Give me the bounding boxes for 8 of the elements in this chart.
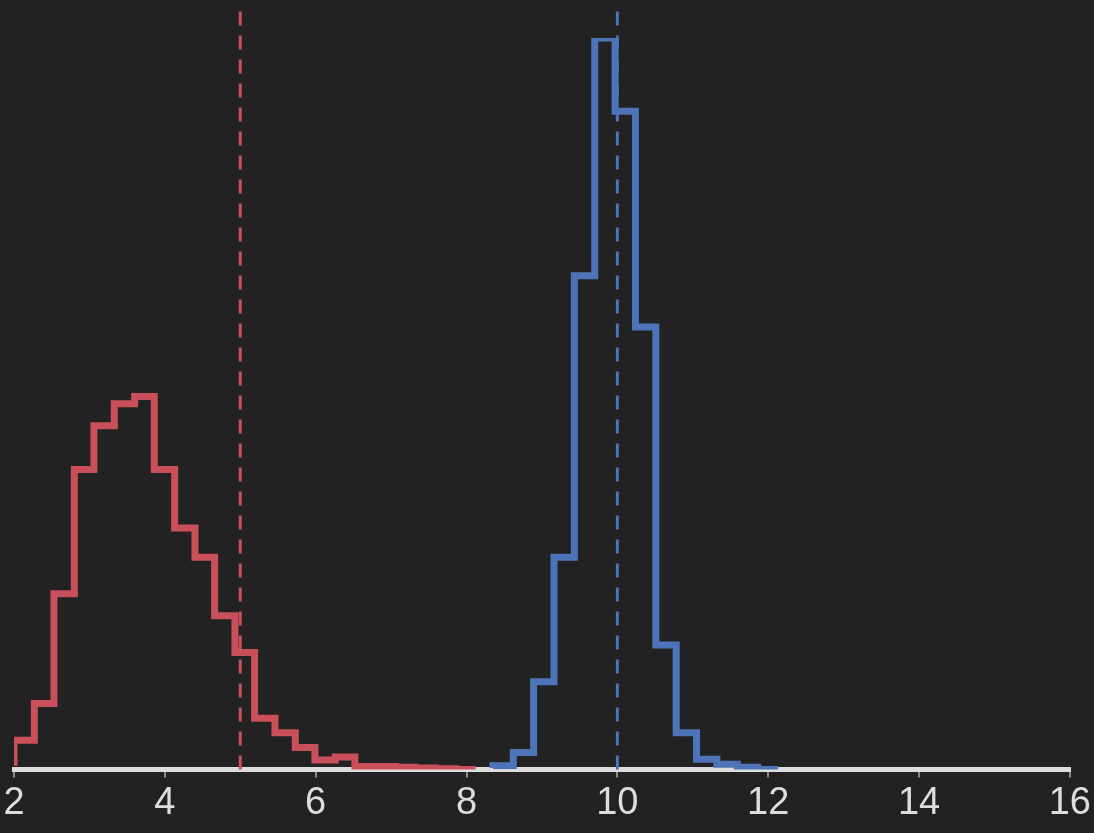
x-tick-label: 12 — [747, 779, 790, 822]
x-tick-label: 6 — [305, 779, 327, 822]
x-tick-label: 10 — [596, 779, 639, 822]
x-tick-label: 2 — [3, 779, 25, 822]
x-tick-label: 16 — [1048, 779, 1092, 822]
x-tick-label: 14 — [897, 779, 941, 822]
x-tick-label: 4 — [154, 779, 176, 822]
x-tick-label: 8 — [455, 779, 478, 822]
